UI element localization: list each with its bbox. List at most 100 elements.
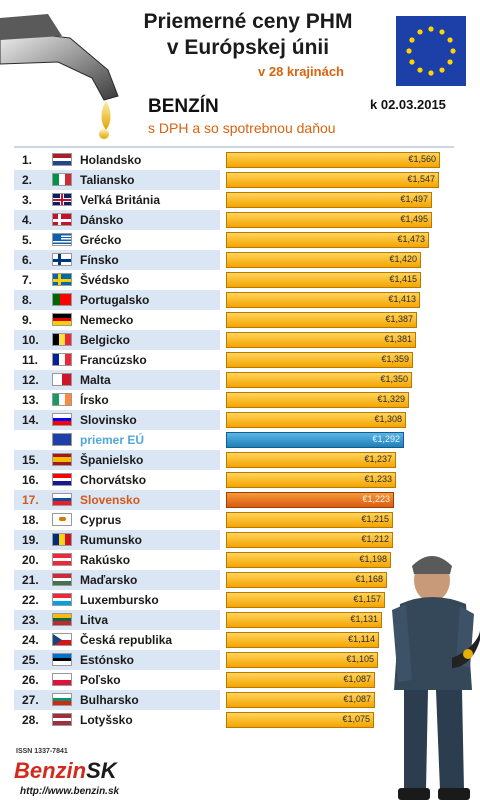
country-label: Švédsko xyxy=(80,273,130,287)
flag-at-icon xyxy=(52,553,72,566)
rank-label: 24. xyxy=(22,633,39,647)
price-value-label: €1,131 xyxy=(350,614,378,624)
country-label: Dánsko xyxy=(80,213,124,227)
price-bar xyxy=(226,452,396,468)
price-bar xyxy=(226,432,404,448)
country-label: Holandsko xyxy=(80,153,142,167)
price-value-label: €1,413 xyxy=(388,294,416,304)
rank-label: 28. xyxy=(22,713,39,727)
flag-it-icon xyxy=(52,173,72,186)
country-label: Španielsko xyxy=(80,453,144,467)
price-value-label: €1,415 xyxy=(389,274,417,284)
price-bar xyxy=(226,352,413,368)
eu-star-icon xyxy=(439,29,445,35)
price-bar xyxy=(226,312,417,328)
country-row: 9. Nemecko €1,387 xyxy=(14,310,454,330)
price-bar xyxy=(226,152,440,168)
price-value-label: €1,560 xyxy=(408,154,436,164)
rank-label: 8. xyxy=(22,293,33,307)
country-label: Chorvátsko xyxy=(80,473,147,487)
country-label: Lotyšsko xyxy=(80,713,133,727)
country-row: 19. Rumunsko €1,212 xyxy=(14,530,454,550)
price-bar xyxy=(226,612,382,628)
country-label: Luxembursko xyxy=(80,593,159,607)
country-row: 26. Poľsko €1,087 xyxy=(14,670,454,690)
country-row: 6. Fínsko €1,420 xyxy=(14,250,454,270)
rank-label: 27. xyxy=(22,693,39,707)
rank-label: 23. xyxy=(22,613,39,627)
price-bar xyxy=(226,412,406,428)
country-row: 10. Belgicko €1,381 xyxy=(14,330,454,350)
eu-star-icon xyxy=(447,37,453,43)
flag-nl-icon xyxy=(52,153,72,166)
price-value-label: €1,157 xyxy=(353,594,381,604)
eu-star-icon xyxy=(439,67,445,73)
country-label: Belgicko xyxy=(80,333,131,347)
price-value-label: €1,381 xyxy=(384,334,412,344)
eu-star-icon xyxy=(409,37,415,43)
price-bar xyxy=(226,172,439,188)
country-label: Grécko xyxy=(80,233,122,247)
fuel-type-label: BENZÍN xyxy=(148,96,219,117)
brand-name-part2: SK xyxy=(86,758,117,783)
brand-name: BenzinSK xyxy=(14,758,117,784)
flag-fi-icon xyxy=(52,253,72,266)
chart-subtitle: v 28 krajinách xyxy=(258,64,344,79)
country-row: 11. Francúzsko €1,359 xyxy=(14,350,454,370)
price-bar xyxy=(226,232,429,248)
price-bar xyxy=(226,592,385,608)
price-value-label: €1,420 xyxy=(389,254,417,264)
country-row: 4. Dánsko €1,495 xyxy=(14,210,454,230)
rank-label: 7. xyxy=(22,273,33,287)
flag-si-icon xyxy=(52,413,72,426)
price-bar xyxy=(226,652,378,668)
country-label: Česká republika xyxy=(80,633,173,647)
eu-star-icon xyxy=(417,67,423,73)
flag-ee-icon xyxy=(52,653,72,666)
eu-star-icon xyxy=(450,48,456,54)
country-label: Portugalsko xyxy=(80,293,150,307)
website-link[interactable]: http://www.benzin.sk xyxy=(20,786,120,797)
price-value-label: €1,087 xyxy=(343,694,371,704)
price-value-label: €1,212 xyxy=(361,534,389,544)
flag-eu-icon xyxy=(52,433,72,446)
country-row: 14. Slovinsko €1,308 xyxy=(14,410,454,430)
eu-flag-icon xyxy=(396,16,466,86)
flag-hr-icon xyxy=(52,473,72,486)
price-bar xyxy=(226,252,421,268)
price-bar xyxy=(226,392,409,408)
country-row: 12. Malta €1,350 xyxy=(14,370,454,390)
price-value-label: €1,329 xyxy=(377,394,405,404)
price-bar xyxy=(226,192,432,208)
country-label: Francúzsko xyxy=(80,353,147,367)
price-value-label: €1,497 xyxy=(400,194,428,204)
price-value-label: €1,198 xyxy=(359,554,387,564)
rank-label: 9. xyxy=(22,313,33,327)
rank-label: 11. xyxy=(22,353,39,367)
rank-label: 18. xyxy=(22,513,39,527)
price-bar xyxy=(226,552,391,568)
price-value-label: €1,075 xyxy=(342,714,370,724)
price-bar xyxy=(226,372,412,388)
country-label: Poľsko xyxy=(80,673,121,687)
rank-label: 5. xyxy=(22,233,33,247)
price-value-label: €1,168 xyxy=(355,574,383,584)
rank-label: 12. xyxy=(22,373,39,387)
eu-star-icon xyxy=(406,48,412,54)
header: Priemerné ceny PHM v Európskej únii v 28… xyxy=(0,0,480,148)
eu-star-icon xyxy=(409,59,415,65)
price-value-label: €1,237 xyxy=(364,454,392,464)
rank-label: 16. xyxy=(22,473,39,487)
price-value-label: €1,223 xyxy=(362,494,390,504)
country-row: 13. Írsko €1,329 xyxy=(14,390,454,410)
tax-note: s DPH a so spotrebnou daňou xyxy=(148,120,336,136)
rank-label: 13. xyxy=(22,393,39,407)
price-value-label: €1,087 xyxy=(343,674,371,684)
price-bar xyxy=(226,712,374,728)
rank-label: 1. xyxy=(22,153,33,167)
eu-star-icon xyxy=(428,70,434,76)
price-bar xyxy=(226,572,387,588)
price-value-label: €1,215 xyxy=(361,514,389,524)
flag-lt-icon xyxy=(52,613,72,626)
country-label: Litva xyxy=(80,613,109,627)
